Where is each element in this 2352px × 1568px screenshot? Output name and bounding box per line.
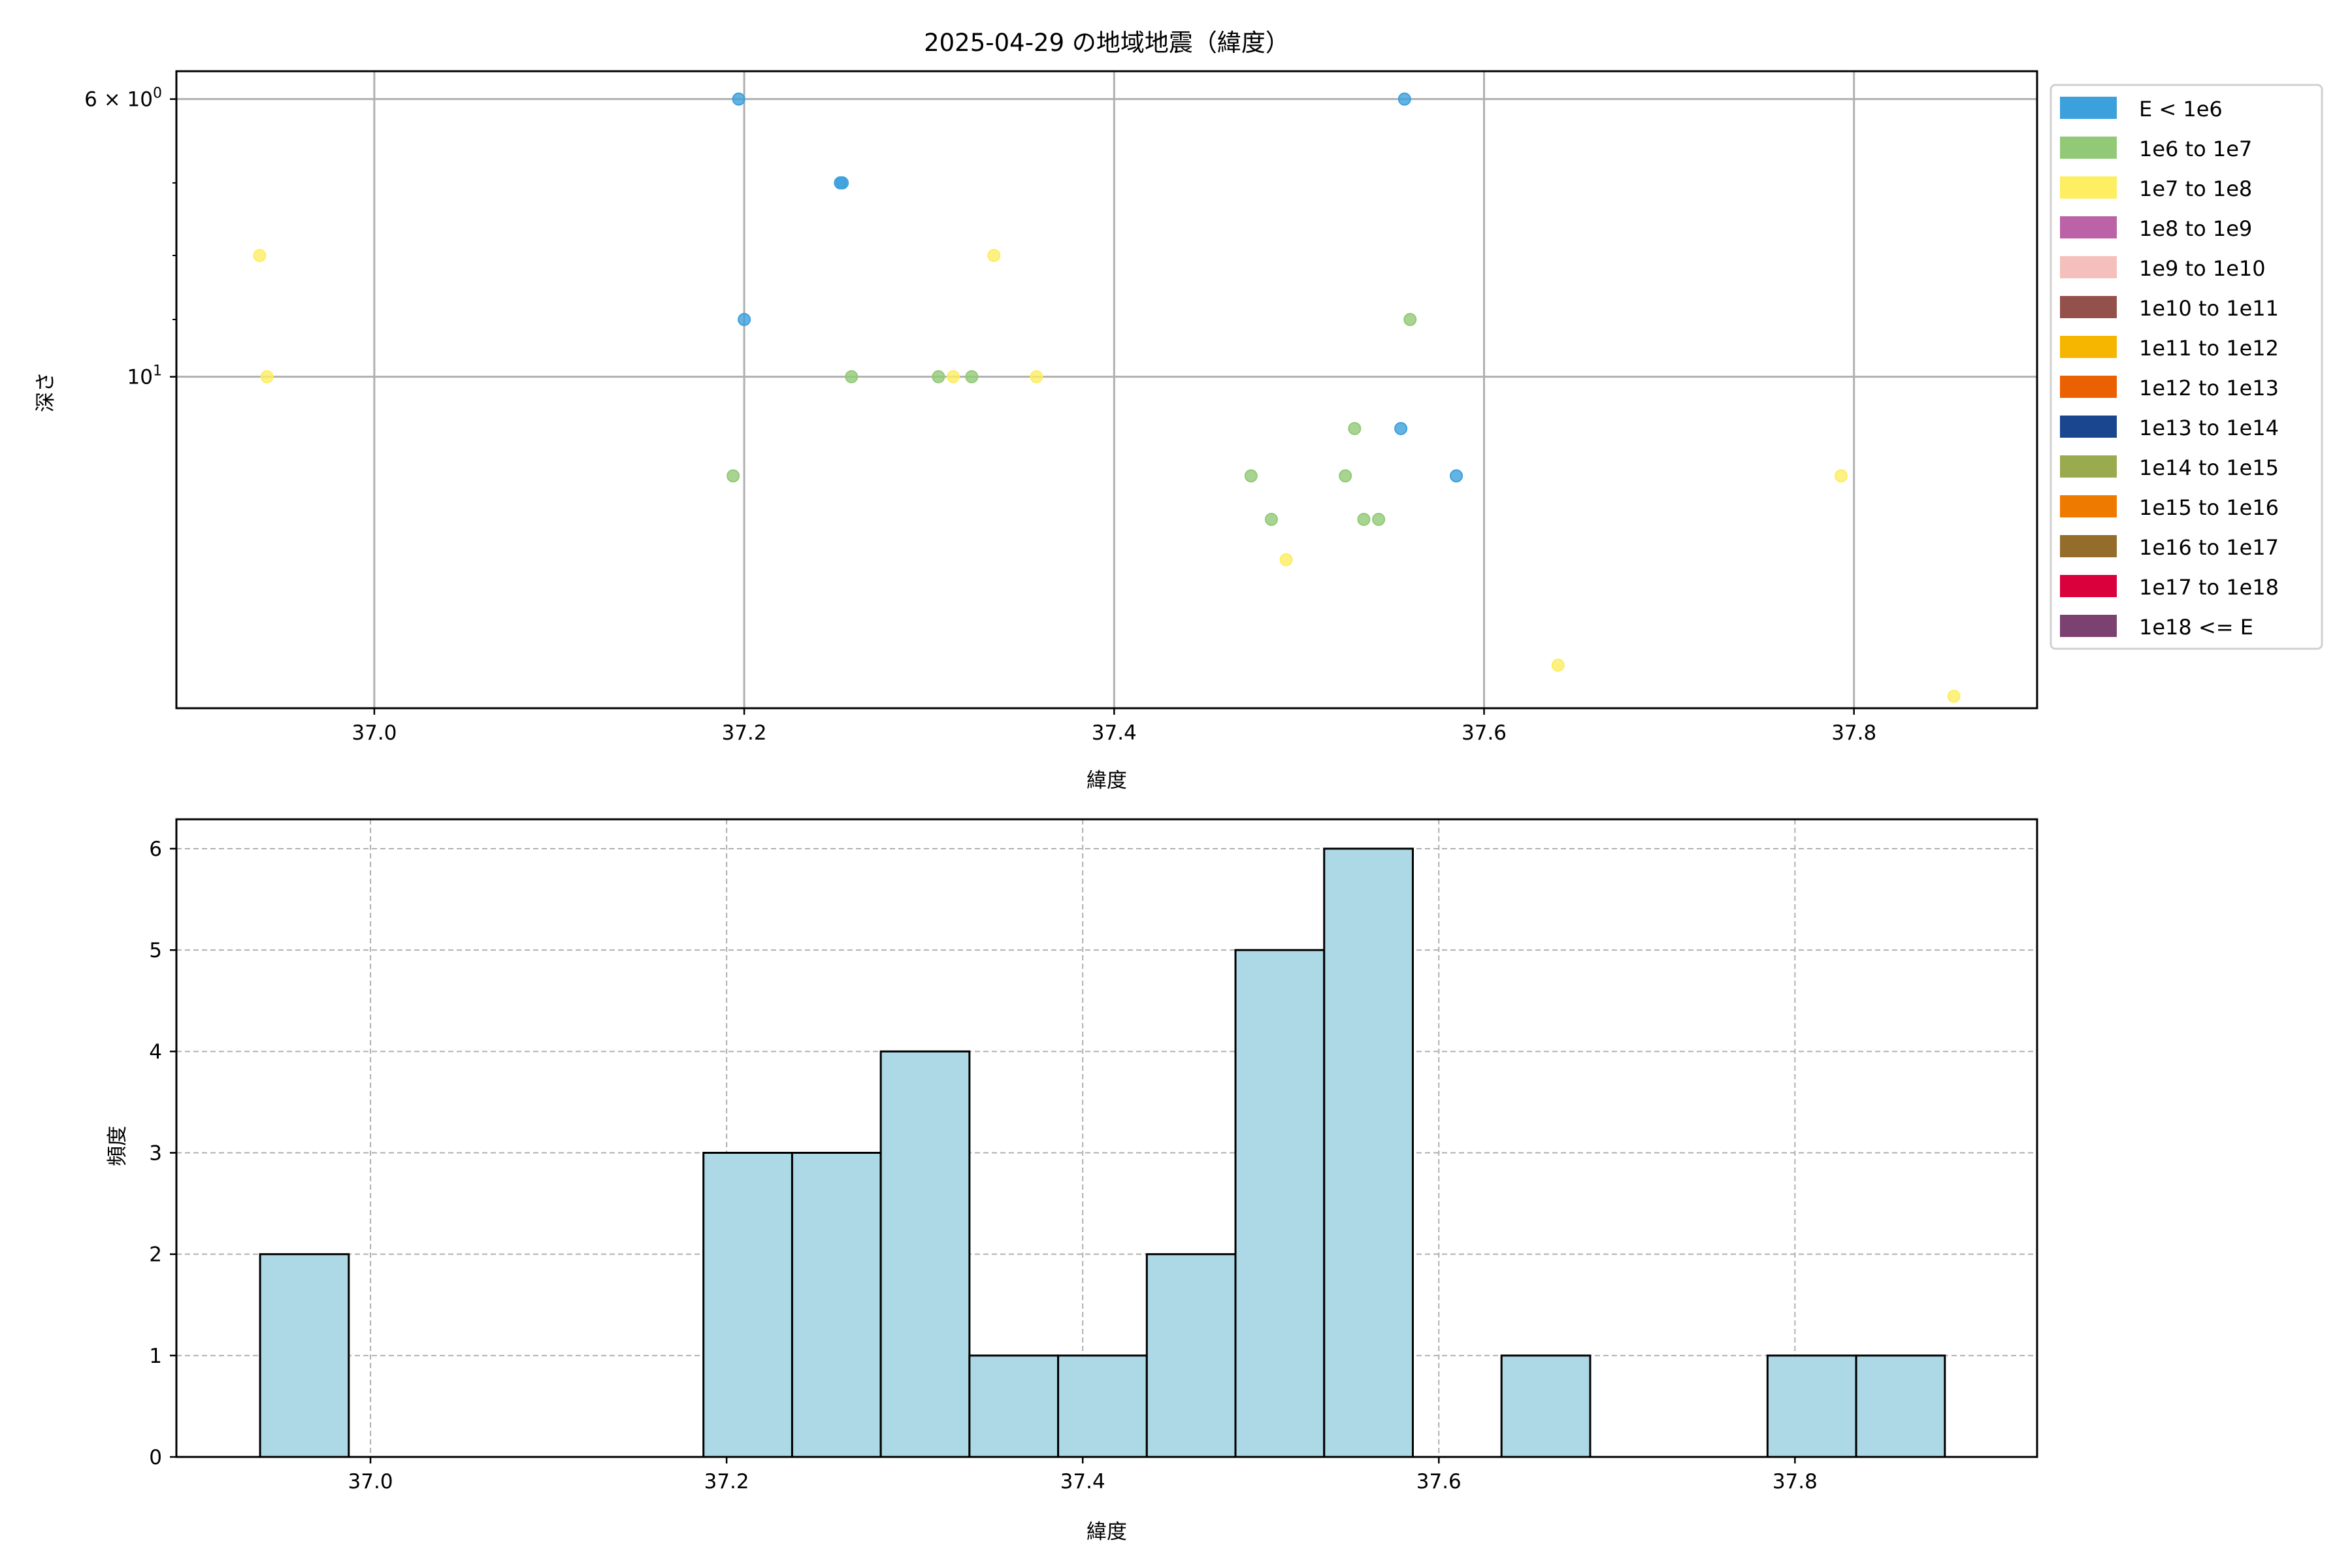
x-tick-label: 37.0 (351, 721, 397, 745)
data-point (1357, 512, 1371, 526)
data-point (1264, 512, 1278, 526)
histogram-bar (702, 1151, 793, 1458)
data-point (260, 370, 274, 384)
legend-label: 1e8 to 1e9 (2139, 216, 2252, 241)
legend-label: 1e16 to 1e17 (2139, 535, 2279, 560)
histogram-bar (1500, 1354, 1592, 1458)
legend-label: 1e13 to 1e14 (2139, 416, 2279, 440)
histogram-bar (1145, 1253, 1237, 1458)
data-point (1244, 469, 1258, 483)
y-tick-label: 6 (149, 838, 162, 861)
histogram-bar (791, 1151, 882, 1458)
legend-label: 1e18 <= E (2139, 615, 2253, 640)
y-tick-label: 1 (149, 1345, 162, 1368)
x-tick-label: 37.2 (722, 721, 767, 745)
data-point (932, 370, 945, 384)
data-point (253, 249, 267, 263)
legend-swatch (2060, 535, 2117, 557)
histogram-bar (1855, 1354, 1946, 1458)
legend-label: 1e15 to 1e16 (2139, 495, 2279, 520)
x-tick-label: 37.2 (704, 1470, 749, 1494)
y-tick-label: 0 (149, 1446, 162, 1469)
data-point (738, 313, 751, 327)
legend-swatch (2060, 416, 2117, 438)
data-point (1403, 313, 1417, 327)
axes-frame (175, 70, 2038, 710)
histogram-ylabel: 頻度 (106, 1126, 129, 1166)
legend-swatch (2060, 296, 2117, 318)
data-point (1279, 553, 1293, 566)
y-tick-label: 4 (149, 1040, 162, 1064)
legend-swatch (2060, 615, 2117, 637)
legend-swatch (2060, 495, 2117, 517)
legend: E < 1e6 1e6 to 1e7 1e7 to 1e8 1e8 to 1e9 1e9… (2050, 84, 2323, 650)
data-point (836, 176, 849, 189)
legend-swatch (2060, 176, 2117, 199)
histogram-bar (1234, 949, 1326, 1458)
legend-swatch (2060, 376, 2117, 398)
histogram-bar (1323, 847, 1414, 1458)
data-point (947, 370, 960, 384)
data-point (1394, 421, 1408, 435)
y-tick-label: 101 (127, 363, 162, 389)
legend-swatch (2060, 336, 2117, 358)
legend-swatch (2060, 455, 2117, 478)
x-tick-label: 37.4 (1060, 1470, 1105, 1494)
histogram-bar (1766, 1354, 1857, 1458)
legend-label: 1e12 to 1e13 (2139, 376, 2279, 400)
legend-label: 1e6 to 1e7 (2139, 137, 2252, 161)
data-point (1339, 469, 1352, 483)
data-point (727, 469, 740, 483)
legend-swatch (2060, 97, 2117, 119)
x-tick-label: 37.0 (348, 1470, 393, 1494)
data-point (1551, 659, 1565, 672)
histogram-bar (259, 1253, 350, 1458)
legend-label: 1e14 to 1e15 (2139, 455, 2279, 480)
legend-label: E < 1e6 (2139, 97, 2223, 122)
histogram-bar (1057, 1354, 1148, 1458)
data-point (732, 92, 745, 106)
legend-swatch (2060, 216, 2117, 238)
scatter-axes: 37.0 37.2 37.4 37.6 37.8 6 × 100 101 (84, 70, 2038, 745)
x-tick-label: 37.8 (1772, 1470, 1818, 1494)
legend-frame (2050, 84, 2323, 650)
legend-swatch (2060, 256, 2117, 278)
data-point (987, 249, 1001, 263)
data-point (1372, 512, 1386, 526)
data-point (1834, 469, 1848, 483)
legend-label: 1e10 to 1e11 (2139, 296, 2279, 321)
data-point (1348, 421, 1362, 435)
scatter-xlabel: 緯度 (1086, 769, 1127, 792)
y-tick-label: 2 (149, 1243, 162, 1267)
y-tick-label: 6 × 100 (84, 86, 162, 112)
chart-title: 2025-04-29 の地域地震（緯度） (924, 29, 1290, 57)
legend-label: 1e17 to 1e18 (2139, 575, 2279, 600)
data-point (1030, 370, 1043, 384)
legend-label: 1e7 to 1e8 (2139, 176, 2252, 201)
data-point (1947, 689, 1961, 703)
legend-swatch (2060, 137, 2117, 159)
legend-label: 1e9 to 1e10 (2139, 256, 2266, 281)
legend-swatch (2060, 575, 2117, 597)
y-tick-label: 3 (149, 1141, 162, 1165)
legend-label: 1e11 to 1e12 (2139, 336, 2279, 361)
scatter-ylabel: 深さ (34, 372, 57, 412)
x-tick-label: 37.4 (1092, 721, 1137, 745)
histogram-axes: 37.0 37.2 37.4 37.6 37.8 0 1 2 3 4 5 6 (149, 818, 2038, 1494)
x-tick-label: 37.6 (1416, 1470, 1462, 1494)
x-tick-label: 37.8 (1831, 721, 1876, 745)
axes-frame (175, 818, 2038, 1458)
x-tick-label: 37.6 (1462, 721, 1507, 745)
data-point (1450, 469, 1463, 483)
data-point (845, 370, 858, 384)
data-point (965, 370, 979, 384)
histogram-bar (968, 1354, 1060, 1458)
histogram-bar (879, 1050, 971, 1458)
data-point (1397, 92, 1411, 106)
histogram-xlabel: 緯度 (1086, 1520, 1127, 1544)
y-tick-label: 5 (149, 939, 162, 962)
